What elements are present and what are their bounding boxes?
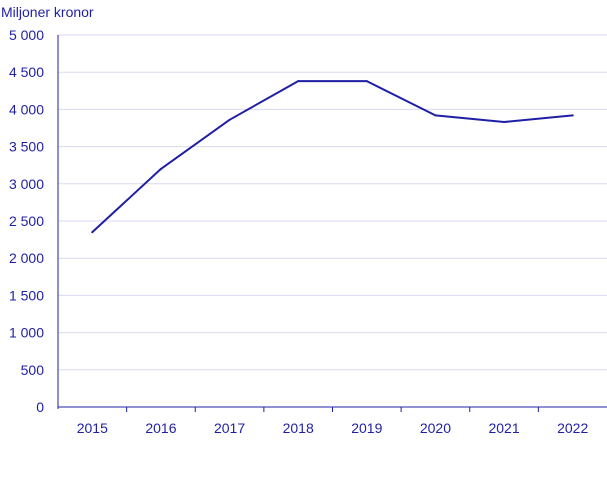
y-tick-label: 5 000 [9,27,44,43]
y-axis-title: Miljoner kronor [1,4,94,20]
y-tick-label: 4 000 [9,101,44,117]
series-layer [91,80,574,234]
y-tick-label: 0 [36,399,44,415]
tick-labels: 0 500 1 000 1 500 2 000 2 500 3 000 3 500 4 000 4… [9,27,589,436]
x-tick-label: 2016 [145,420,176,436]
y-tick-label: 2 500 [9,213,44,229]
x-tick-label: 2020 [420,420,451,436]
x-tick-label: 2021 [488,420,519,436]
y-tick-label: 3 000 [9,176,44,192]
series-line [91,80,574,234]
y-tick-label: 500 [21,362,45,378]
data-point [91,231,94,234]
data-point [228,118,231,121]
data-point [365,80,368,83]
x-tick-label: 2019 [351,420,382,436]
data-point [503,121,506,124]
data-point [297,80,300,83]
data-point [159,167,162,170]
x-tick-label: 2015 [77,420,108,436]
data-point [571,114,574,117]
gridlines [58,34,607,371]
x-tick-label: 2017 [214,420,245,436]
y-tick-label: 1 500 [9,287,44,303]
axes [57,35,607,412]
y-tick-label: 4 500 [9,64,44,80]
x-tick-label: 2022 [557,420,588,436]
y-tick-label: 1 000 [9,325,44,341]
y-tick-label: 2 000 [9,250,44,266]
data-point [434,114,437,117]
y-tick-label: 3 500 [9,139,44,155]
x-tick-label: 2018 [283,420,314,436]
